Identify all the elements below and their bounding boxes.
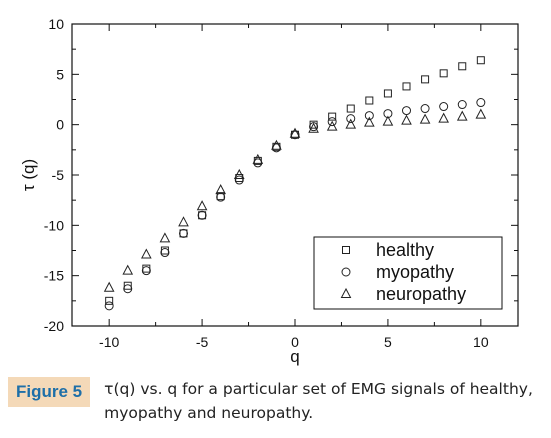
neuropathy-point xyxy=(326,120,338,131)
myopathy-point xyxy=(420,104,430,114)
myopathy-point xyxy=(457,100,467,110)
neuropathy-point xyxy=(159,232,171,243)
myopathy-point xyxy=(439,102,449,112)
y-tick-label: 5 xyxy=(56,66,64,82)
x-tick-label: -5 xyxy=(196,334,209,350)
healthy-point xyxy=(198,211,207,220)
healthy-point xyxy=(476,56,485,65)
legend-marker-healthy xyxy=(342,246,350,254)
figure-label: Figure 5 xyxy=(8,377,91,407)
neuropathy-point xyxy=(271,139,282,150)
myopathy-point xyxy=(402,106,411,116)
healthy-point xyxy=(123,281,132,290)
y-tick-label: 0 xyxy=(56,117,64,133)
y-axis-title: τ (q) xyxy=(19,159,38,191)
neuropathy-point xyxy=(289,127,301,138)
healthy-point xyxy=(402,82,411,91)
y-tick-label: -15 xyxy=(44,268,64,284)
neuropathy-point xyxy=(178,216,189,227)
neuropathy-point xyxy=(382,115,394,126)
figure-caption: Figure 5 τ(q) vs. q for a particular set… xyxy=(8,377,548,425)
myopathy-point xyxy=(364,111,374,121)
myopathy-point xyxy=(160,248,170,258)
neuropathy-point xyxy=(252,153,264,164)
neuropathy-point xyxy=(438,112,449,123)
legend-label-healthy: healthy xyxy=(376,240,434,260)
y-tick-label: -20 xyxy=(44,318,64,334)
neuropathy-point xyxy=(345,118,357,129)
myopathy-point xyxy=(141,266,151,276)
neuropathy-point xyxy=(401,114,412,125)
healthy-point xyxy=(421,75,430,84)
legend-label-myopathy: myopathy xyxy=(376,262,454,282)
x-tick-label: 10 xyxy=(473,334,489,350)
myopathy-point xyxy=(123,284,133,294)
neuropathy-point xyxy=(456,110,468,121)
healthy-point xyxy=(439,69,448,78)
y-tick-label: 10 xyxy=(48,16,64,32)
neuropathy-point xyxy=(364,116,375,127)
x-tick-label: 0 xyxy=(291,334,299,350)
x-axis-title: q xyxy=(290,347,299,366)
caption-text: τ(q) vs. q for a particular set of EMG s… xyxy=(104,380,533,422)
neuropathy-point xyxy=(419,113,431,124)
neuropathy-point xyxy=(308,122,319,133)
myopathy-point xyxy=(290,130,300,140)
myopathy-point xyxy=(476,98,486,108)
x-tick-label: -10 xyxy=(99,334,119,350)
y-tick-label: -5 xyxy=(52,167,65,183)
neuropathy-point xyxy=(141,248,152,259)
neuropathy-point xyxy=(103,281,115,292)
legend-marker-neuropathy xyxy=(340,287,352,298)
neuropathy-point xyxy=(233,168,245,179)
neuropathy-point xyxy=(215,184,226,195)
neuropathy-point xyxy=(122,264,134,275)
healthy-point xyxy=(105,296,114,305)
myopathy-point xyxy=(104,301,114,311)
myopathy-point xyxy=(327,117,337,127)
neuropathy-point xyxy=(475,108,487,119)
chart-area: -20 -15 -10 -5 0 5 10 -10 -5 0 5 10 q τ (q) healthy myo… xyxy=(19,16,519,366)
myopathy-point xyxy=(234,175,244,185)
legend-marker-myopathy xyxy=(341,267,351,277)
myopathy-point xyxy=(346,114,356,124)
healthy-point xyxy=(179,229,188,238)
scatter-chart: -20 -15 -10 -5 0 5 10 -10 -5 0 5 10 q τ (q) healthymyo… xyxy=(19,16,519,366)
healthy-point xyxy=(383,89,392,98)
legend-label-neuropathy: neuropathy xyxy=(376,284,466,304)
myopathy-point xyxy=(197,210,207,220)
x-tick-label: 5 xyxy=(384,334,392,350)
healthy-point xyxy=(458,62,467,71)
neuropathy-point xyxy=(196,200,208,211)
myopathy-point xyxy=(179,228,188,238)
healthy-point xyxy=(328,112,337,121)
healthy-point xyxy=(346,104,355,113)
healthy-point xyxy=(365,96,374,105)
y-tick-label: -10 xyxy=(44,217,64,233)
